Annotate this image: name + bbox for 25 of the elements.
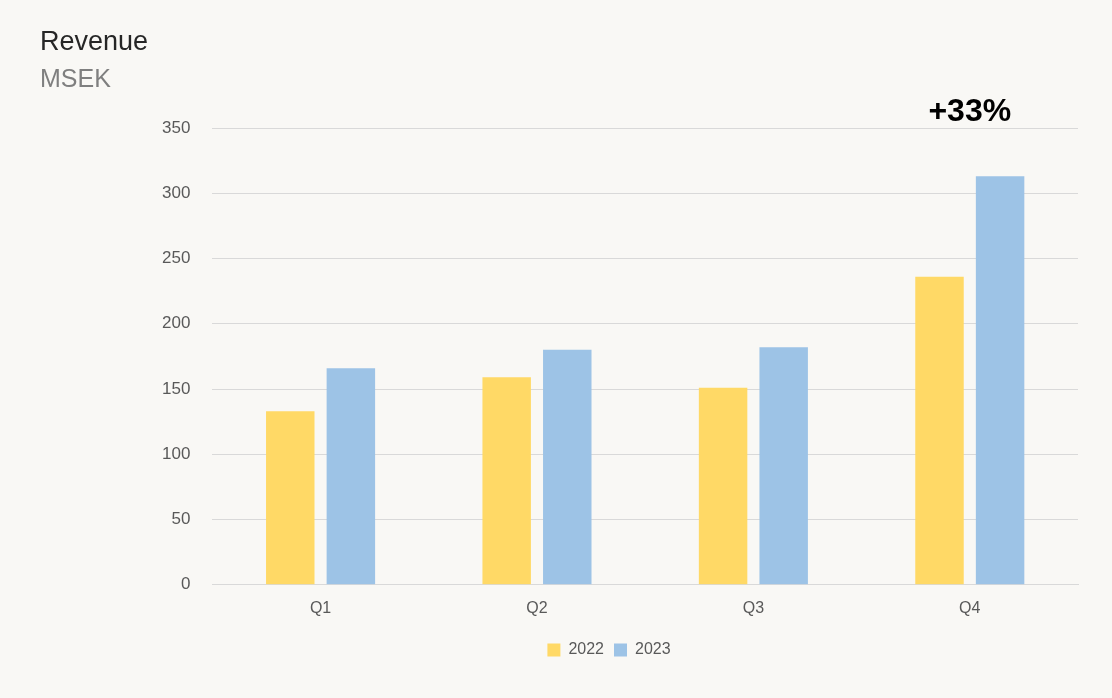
bar: [975, 176, 1025, 585]
x-tick-label: Q1: [309, 598, 332, 616]
bar: [698, 387, 748, 585]
bar: [266, 411, 315, 585]
y-tick-label: 100: [161, 443, 191, 463]
y-tick-label: 0: [180, 574, 191, 594]
bar: [482, 377, 531, 585]
y-tick-label: 150: [161, 378, 191, 398]
bar: [915, 276, 964, 585]
x-tick-label: Q4: [959, 598, 981, 616]
bar: [759, 347, 808, 585]
text: +33%: [928, 91, 1012, 128]
legend-label: 2022: [568, 640, 605, 658]
legend-label: 2023: [635, 640, 671, 658]
y-tick-label: 50: [171, 509, 191, 529]
bar: [543, 349, 592, 585]
x-tick-label: Q2: [526, 598, 548, 616]
chart-title: Revenue: [40, 26, 149, 57]
chart-subtitle: MSEK: [40, 64, 111, 93]
x-tick-label: Q3: [742, 598, 765, 616]
y-tick-label: 350: [161, 117, 191, 137]
bar: [326, 368, 376, 585]
y-tick-label: 200: [161, 313, 191, 333]
y-tick-label: 250: [161, 248, 191, 268]
y-tick-label: 300: [161, 182, 191, 202]
